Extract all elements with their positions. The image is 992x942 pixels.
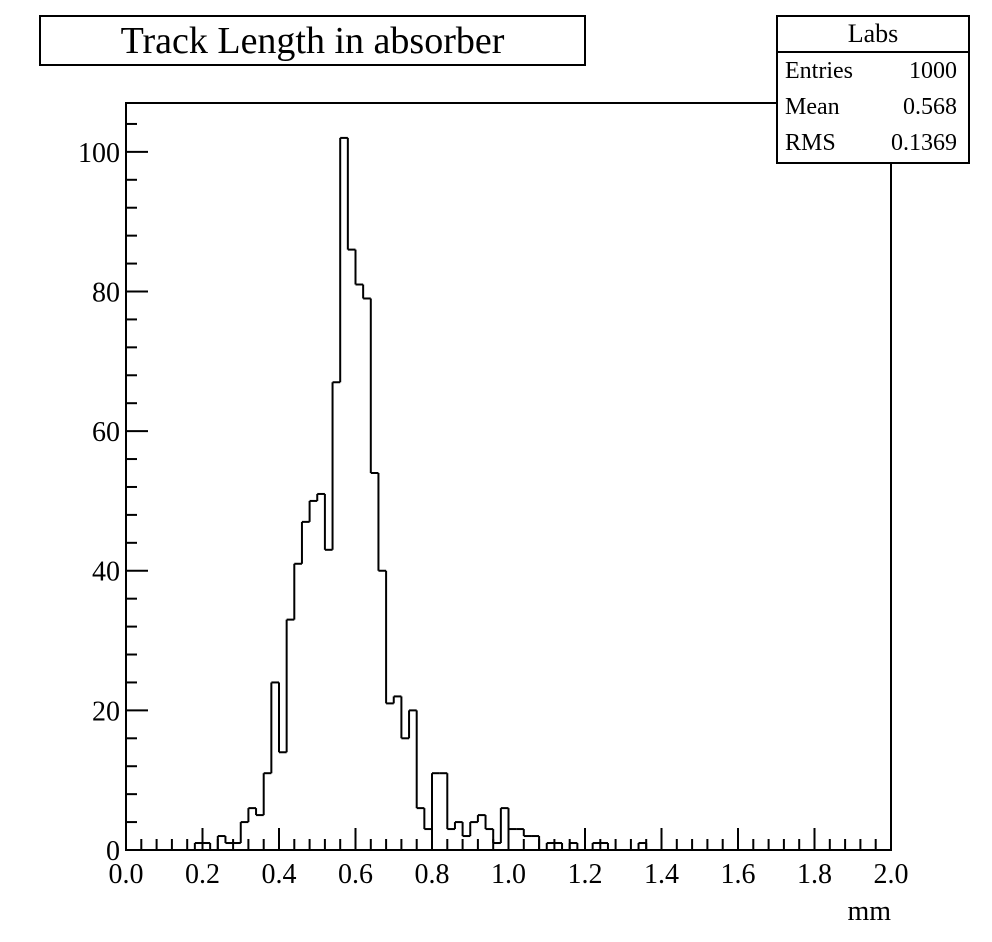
stats-label: Mean [785, 93, 840, 120]
stats-row-rms: RMS 0.1369 [778, 125, 968, 161]
y-tick-label: 40 [92, 557, 120, 588]
stats-label: RMS [785, 129, 836, 156]
x-tick-label: 0.4 [262, 859, 297, 890]
x-tick-label: 1.8 [797, 859, 832, 890]
x-tick-label: 0.2 [185, 859, 220, 890]
plot-frame [125, 102, 892, 851]
y-tick-label: 80 [92, 277, 120, 308]
stats-row-mean: Mean 0.568 [778, 89, 968, 125]
stats-label: Entries [785, 57, 853, 84]
chart-title: Track Length in absorber [39, 15, 586, 66]
stats-value: 1000 [909, 57, 957, 84]
stats-value: 0.568 [903, 93, 957, 120]
y-tick-label: 20 [92, 696, 120, 727]
y-tick-label: 60 [92, 417, 120, 448]
x-tick-label: 1.4 [644, 859, 679, 890]
x-tick-label: 1.6 [721, 859, 756, 890]
x-tick-label: 1.2 [568, 859, 603, 890]
y-tick-label: 100 [78, 138, 120, 169]
x-tick-label: 0.8 [415, 859, 450, 890]
x-tick-label: 1.0 [491, 859, 526, 890]
x-tick-label: 2.0 [874, 859, 909, 890]
stats-row-entries: Entries 1000 [778, 53, 968, 89]
y-tick-label: 0 [106, 836, 120, 867]
x-tick-label: 0.6 [338, 859, 373, 890]
stats-value: 0.1369 [891, 129, 957, 156]
x-tick-label: 0.0 [109, 859, 144, 890]
stats-box: Labs Entries 1000 Mean 0.568 RMS 0.1369 [776, 15, 970, 164]
stats-box-title: Labs [778, 17, 968, 53]
chart-title-text: Track Length in absorber [120, 19, 505, 62]
x-axis-label: mm [847, 896, 891, 927]
